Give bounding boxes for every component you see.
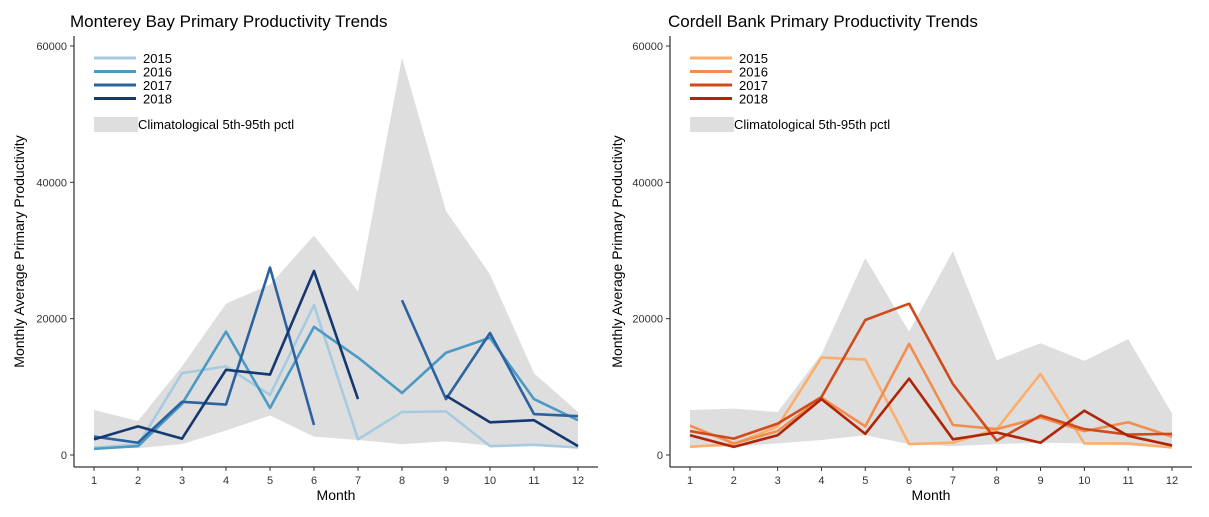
x-tick-label: 10 xyxy=(1078,475,1090,487)
x-tick-label: 2 xyxy=(731,475,737,487)
legend-swatch-band xyxy=(94,117,138,132)
x-axis-label: Month xyxy=(912,487,951,503)
series-2015 xyxy=(93,303,579,449)
series-line-2018-seg0 xyxy=(93,269,360,441)
legend-label-2018: 2018 xyxy=(739,92,768,107)
x-tick-label: 9 xyxy=(443,475,449,487)
x-tick-label: 4 xyxy=(818,475,824,487)
series-line-2015-seg0 xyxy=(689,356,1173,449)
y-tick-label: 0 xyxy=(61,450,67,462)
x-tick-label: 3 xyxy=(179,475,185,487)
x-tick-label: 8 xyxy=(994,475,1000,487)
legend-label-band: Climatological 5th-95th pctl xyxy=(734,117,890,132)
series-line-2015-seg0 xyxy=(93,303,579,449)
series-2015 xyxy=(689,356,1173,449)
legend-label-2015: 2015 xyxy=(143,51,172,66)
legend-label-2016: 2016 xyxy=(143,65,172,80)
x-tick-label: 2 xyxy=(135,475,141,487)
x-tick-label: 6 xyxy=(906,475,912,487)
y-tick-label: 20000 xyxy=(36,314,67,326)
series-2017 xyxy=(689,302,1173,442)
x-axis-label: Month xyxy=(317,487,356,503)
x-tick-label: 5 xyxy=(862,475,868,487)
x-tick-label: 9 xyxy=(1037,475,1043,487)
x-tick-label: 5 xyxy=(267,475,273,487)
legend-label-band: Climatological 5th-95th pctl xyxy=(138,117,294,132)
legend-label-2016: 2016 xyxy=(739,65,768,80)
series-2018 xyxy=(689,377,1173,449)
panel-cordell-bank: Cordell Bank Primary Productivity Trends… xyxy=(609,12,1192,503)
series-line-2017-seg0 xyxy=(689,302,1173,442)
y-tick-label: 20000 xyxy=(632,314,663,326)
legend-label-2018: 2018 xyxy=(143,92,172,107)
x-tick-label: 10 xyxy=(484,475,496,487)
x-tick-label: 4 xyxy=(223,475,229,487)
series-line-2017-seg1 xyxy=(400,299,579,418)
x-tick-label: 12 xyxy=(572,475,584,487)
x-tick-label: 6 xyxy=(311,475,317,487)
legend-swatch-band xyxy=(690,117,734,132)
x-tick-label: 7 xyxy=(950,475,956,487)
climatology-band xyxy=(690,251,1172,449)
y-tick-label: 40000 xyxy=(36,177,67,189)
x-tick-label: 3 xyxy=(775,475,781,487)
y-axis-label: Monthly Average Primary Productivity xyxy=(609,135,625,367)
x-tick-label: 7 xyxy=(355,475,361,487)
y-tick-label: 60000 xyxy=(36,41,67,53)
y-tick-label: 40000 xyxy=(632,177,663,189)
x-tick-label: 1 xyxy=(91,475,97,487)
chart-title: Cordell Bank Primary Productivity Trends xyxy=(668,12,978,31)
series-line-2018-seg0 xyxy=(689,377,1173,449)
x-tick-label: 11 xyxy=(1122,475,1133,487)
series-line-2018-seg1 xyxy=(445,394,579,448)
x-tick-label: 11 xyxy=(528,475,539,487)
chart-title: Monterey Bay Primary Productivity Trends xyxy=(70,12,387,31)
legend-label-2017: 2017 xyxy=(739,78,768,93)
legend-label-2017: 2017 xyxy=(143,78,172,93)
legend-label-2015: 2015 xyxy=(739,51,768,66)
x-tick-label: 12 xyxy=(1166,475,1178,487)
x-tick-label: 1 xyxy=(687,475,693,487)
series-2018 xyxy=(93,269,579,448)
y-tick-label: 60000 xyxy=(632,41,663,53)
x-tick-label: 8 xyxy=(399,475,405,487)
y-axis-label: Monthly Average Primary Productivity xyxy=(11,135,27,367)
panel-monterey-bay: Monterey Bay Primary Productivity Trends… xyxy=(11,12,598,503)
y-tick-label: 0 xyxy=(657,450,663,462)
